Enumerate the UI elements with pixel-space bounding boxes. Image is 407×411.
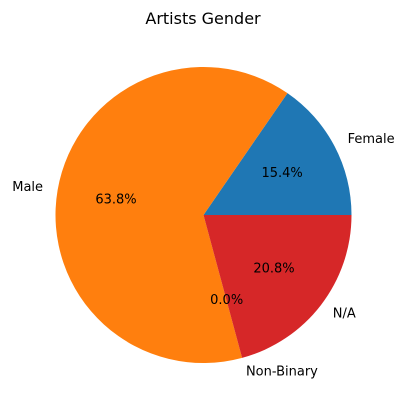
slice-percent-female: 15.4% [261,166,302,181]
slice-label-female: Female [348,132,395,147]
slice-label-n-a: N/A [333,306,356,321]
slice-percent-male: 63.8% [95,193,136,208]
pie-percent-labels: 15.4% 63.8% 0.0% 20.8% [95,166,302,308]
pie-slice-female [203,93,352,215]
slice-percent-n-a: 20.8% [253,261,294,276]
pie-slice-male [55,67,288,364]
slice-percent-non-binary: 0.0% [210,293,243,308]
chart-title: Artists Gender [145,9,261,28]
slice-label-male: Male [12,180,43,195]
pie-slices [55,67,352,364]
pie-slice-n-a [203,215,352,358]
pie-labels: Female Male Non-Binary N/A [12,132,394,380]
slice-label-non-binary: Non-Binary [246,365,318,380]
